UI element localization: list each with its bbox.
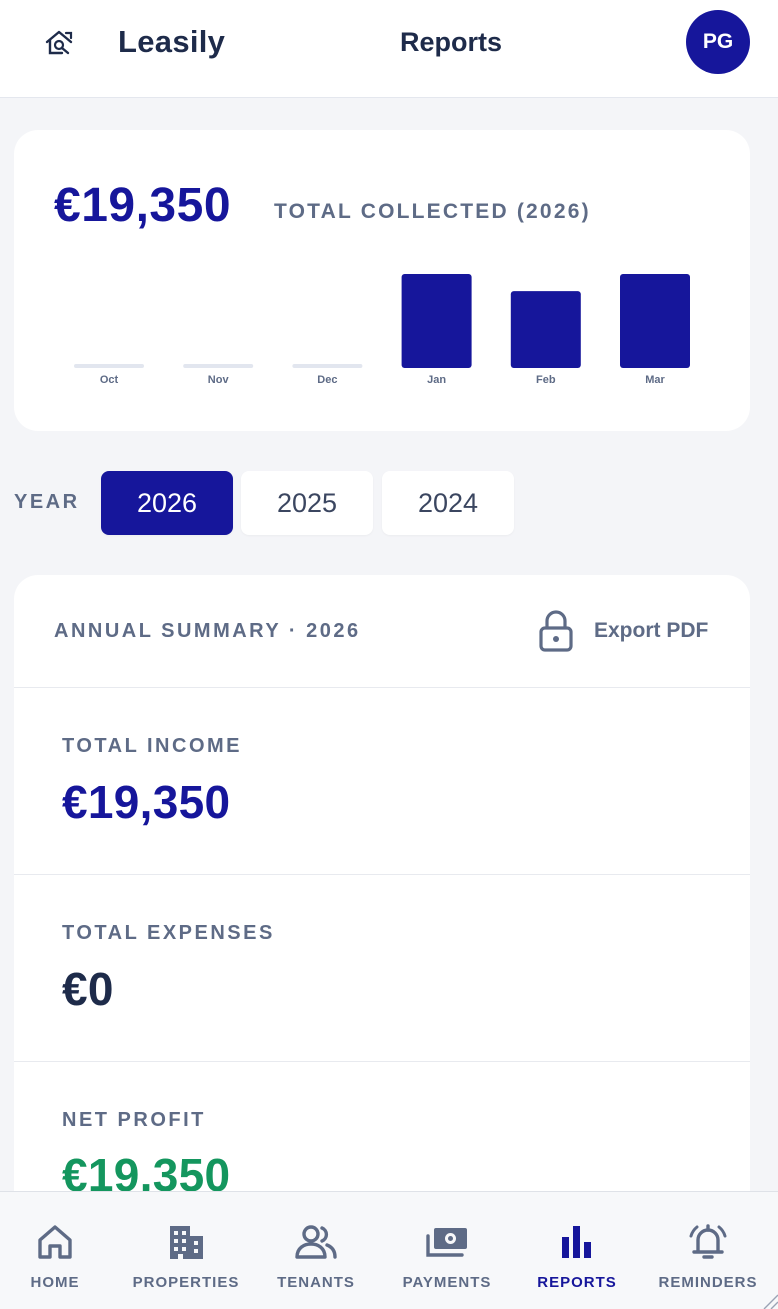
top-app-bar: Leasily Reports PG [0, 0, 778, 98]
total-collected-label: TOTAL COLLECTED (2026) [274, 200, 591, 223]
bar-dec [292, 364, 363, 368]
export-pdf-button[interactable]: Export PDF [538, 608, 708, 654]
nav-label: TENANTS [277, 1274, 355, 1291]
nav-label: PAYMENTS [402, 1274, 492, 1291]
total-collected-amount: €19,350 [54, 179, 232, 232]
nav-label: REMINDERS [658, 1274, 758, 1291]
nav-label: HOME [30, 1274, 80, 1291]
nav-label: PROPERTIES [132, 1274, 240, 1291]
users-icon [295, 1225, 337, 1259]
annual-summary-title: ANNUAL SUMMARY · 2026 [54, 620, 361, 642]
x-tick-label: Oct [100, 374, 119, 386]
year-option-2025[interactable]: 2025 [241, 471, 373, 535]
bell-icon [689, 1224, 727, 1259]
collection-chart-card: €19,350 TOTAL COLLECTED (2026) Oct Nov Dec… [14, 130, 750, 431]
building-icon [170, 1226, 203, 1259]
divider [14, 874, 750, 875]
x-tick-label: Nov [208, 374, 230, 386]
monthly-bar-chart: Oct Nov Dec Jan Feb Mar [74, 274, 690, 386]
x-tick-label: Dec [317, 374, 337, 386]
nav-item-payments[interactable]: PAYMENTS [382, 1192, 512, 1309]
total-income-value: €19,350 [62, 776, 231, 828]
x-tick-label: Mar [645, 374, 665, 386]
lock-icon [539, 610, 573, 652]
bottom-navigation: HOME PROPERTIES TENANTS [0, 1191, 778, 1309]
net-profit-label: NET PROFIT [62, 1109, 206, 1131]
nav-item-reports[interactable]: REPORTS [512, 1192, 642, 1309]
nav-item-home[interactable]: HOME [0, 1192, 120, 1309]
total-expenses-value: €0 [62, 963, 114, 1015]
nav-item-properties[interactable]: PROPERTIES [121, 1192, 251, 1309]
bar-mar [620, 274, 690, 368]
banknote-icon [426, 1228, 467, 1257]
home-icon [38, 1225, 72, 1259]
bar-nov [183, 364, 254, 368]
nav-item-tenants[interactable]: TENANTS [251, 1192, 381, 1309]
year-option-2024[interactable]: 2024 [382, 471, 514, 535]
bar-oct [74, 364, 144, 368]
x-tick-label: Feb [536, 374, 556, 386]
x-tick-label: Jan [427, 374, 446, 386]
annual-summary-card: ANNUAL SUMMARY · 2026 Export PDF TOTAL I… [14, 575, 750, 1309]
bar-jan [401, 274, 472, 368]
divider [14, 1061, 750, 1062]
house-chart-icon[interactable] [44, 28, 74, 58]
bar-feb [510, 291, 581, 368]
total-income-label: TOTAL INCOME [62, 735, 242, 757]
export-pdf-label: Export PDF [594, 619, 709, 642]
nav-label: REPORTS [537, 1274, 617, 1291]
brand-name[interactable]: Leasily [118, 24, 226, 59]
total-expenses-label: TOTAL EXPENSES [62, 922, 275, 944]
bar-chart-icon [562, 1226, 591, 1258]
divider [14, 687, 750, 688]
year-label: YEAR [14, 491, 80, 513]
user-avatar[interactable]: PG [686, 10, 750, 74]
resize-grip-icon [763, 1294, 778, 1309]
year-option-2026[interactable]: 2026 [101, 471, 233, 535]
nav-item-reminders[interactable]: REMINDERS [643, 1192, 773, 1309]
page-title: Reports [400, 27, 503, 57]
